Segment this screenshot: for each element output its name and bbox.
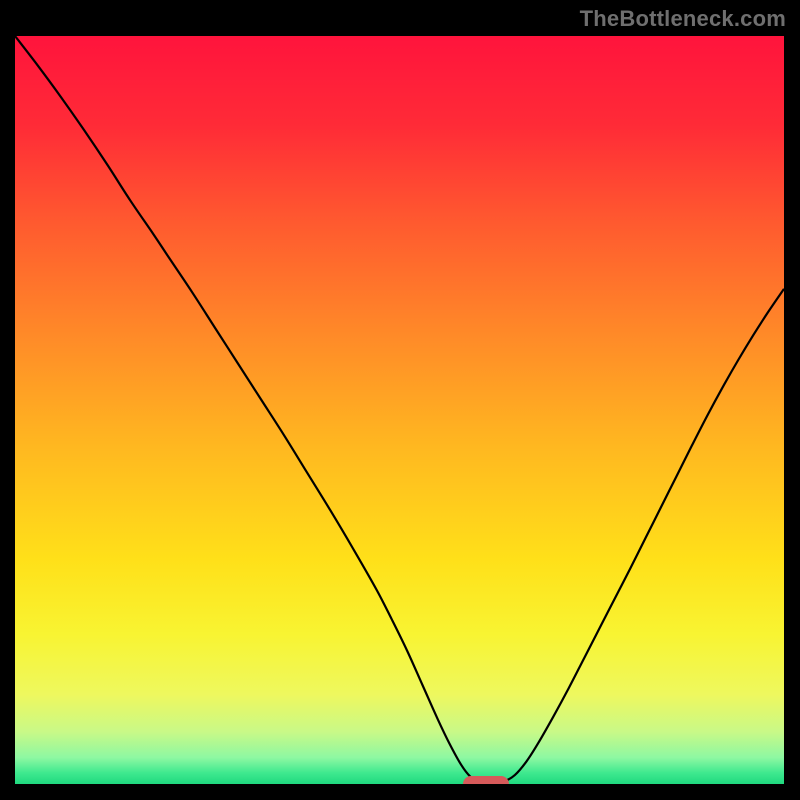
optimal-marker xyxy=(463,776,509,784)
bottleneck-curve xyxy=(15,36,784,784)
plot-inner xyxy=(15,36,784,784)
plot-area xyxy=(15,36,784,784)
watermark-text: TheBottleneck.com xyxy=(0,6,800,32)
